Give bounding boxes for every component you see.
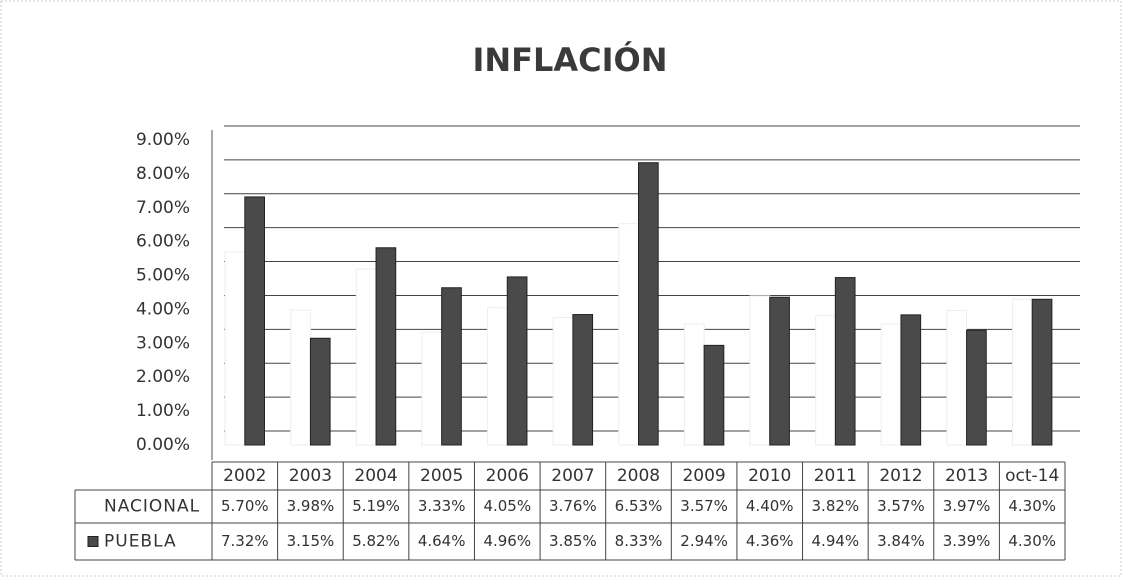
bar [506, 276, 528, 446]
x-tick-label: 2013 [945, 466, 988, 486]
bar [815, 315, 836, 446]
data-label: 3.97% [943, 497, 991, 515]
bar [309, 337, 331, 446]
legend-key [87, 536, 99, 547]
data-label: 3.57% [877, 497, 925, 515]
legend-label: NACIONAL [104, 497, 200, 517]
bar [880, 323, 902, 446]
data-label: 6.53% [615, 497, 663, 515]
data-label: 2.94% [680, 532, 728, 550]
bar [1012, 298, 1033, 446]
bar [618, 223, 639, 446]
x-tick-label: 2012 [879, 466, 922, 486]
bar [900, 314, 922, 446]
x-tick-label: oct-14 [1005, 466, 1059, 486]
bar [769, 296, 790, 446]
data-label: 4.64% [418, 532, 466, 550]
bar [834, 277, 856, 446]
data-label: 4.94% [812, 532, 860, 550]
bar [421, 331, 443, 446]
bar [375, 247, 397, 446]
x-tick-label: 2006 [486, 466, 529, 486]
x-tick-label: 2010 [748, 466, 791, 486]
bar [224, 251, 246, 446]
chart-title: INFLACIÓN [472, 40, 667, 79]
data-label: 3.76% [549, 497, 597, 515]
bar [244, 196, 265, 446]
y-tick-label: 5.00% [136, 266, 190, 286]
data-label: 5.19% [352, 497, 400, 515]
data-label: 7.32% [221, 532, 269, 550]
data-label: 3.39% [943, 532, 991, 550]
bar [355, 268, 377, 446]
data-label: 4.30% [1008, 532, 1056, 550]
bar [487, 307, 508, 446]
y-tick-label: 3.00% [136, 333, 190, 353]
data-label: 5.70% [221, 497, 269, 515]
data-label: 3.33% [418, 497, 466, 515]
bar [572, 314, 594, 446]
data-label: 8.33% [615, 532, 663, 550]
bar [552, 317, 574, 446]
data-label: 4.40% [746, 497, 794, 515]
x-tick-label: 2003 [289, 466, 332, 486]
bar [749, 295, 771, 446]
y-tick-label: 8.00% [136, 164, 190, 184]
y-tick-label: 2.00% [136, 367, 190, 387]
data-label: 4.96% [483, 532, 531, 550]
x-tick-label: 2008 [617, 466, 660, 486]
data-label: 3.84% [877, 532, 925, 550]
x-tick-label: 2009 [682, 466, 725, 486]
x-tick-label: 2004 [354, 466, 397, 486]
bar [683, 323, 705, 446]
x-tick-label: 2002 [223, 466, 266, 486]
y-tick-label: 0.00% [136, 435, 190, 455]
x-tick-label: 2011 [814, 466, 857, 486]
legend-label: PUEBLA [104, 532, 177, 552]
data-label: 5.82% [352, 532, 400, 550]
y-tick-label: 7.00% [136, 198, 190, 218]
data-label: 3.98% [287, 497, 335, 515]
y-tick-label: 9.00% [136, 130, 190, 150]
y-tick-label: 4.00% [136, 299, 190, 319]
bar [966, 329, 987, 446]
bar [703, 344, 725, 446]
data-label: 4.36% [746, 532, 794, 550]
bar [946, 309, 968, 446]
data-label: 4.30% [1008, 497, 1056, 515]
bar [290, 309, 311, 446]
data-label: 3.57% [680, 497, 728, 515]
x-tick-label: 2007 [551, 466, 594, 486]
data-label: 4.05% [483, 497, 531, 515]
y-tick-label: 6.00% [136, 232, 190, 252]
y-tick-label: 1.00% [136, 401, 190, 421]
bar [1031, 298, 1053, 446]
data-label: 3.15% [287, 532, 335, 550]
bar [441, 287, 462, 446]
data-label: 3.85% [549, 532, 597, 550]
bar [638, 162, 659, 446]
data-label: 3.82% [812, 497, 860, 515]
x-tick-label: 2005 [420, 466, 463, 486]
legend-key [88, 501, 98, 512]
